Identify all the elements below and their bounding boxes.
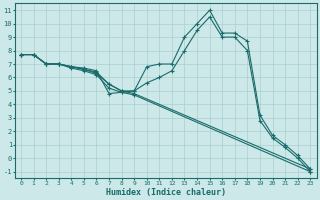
X-axis label: Humidex (Indice chaleur): Humidex (Indice chaleur)	[106, 188, 226, 197]
